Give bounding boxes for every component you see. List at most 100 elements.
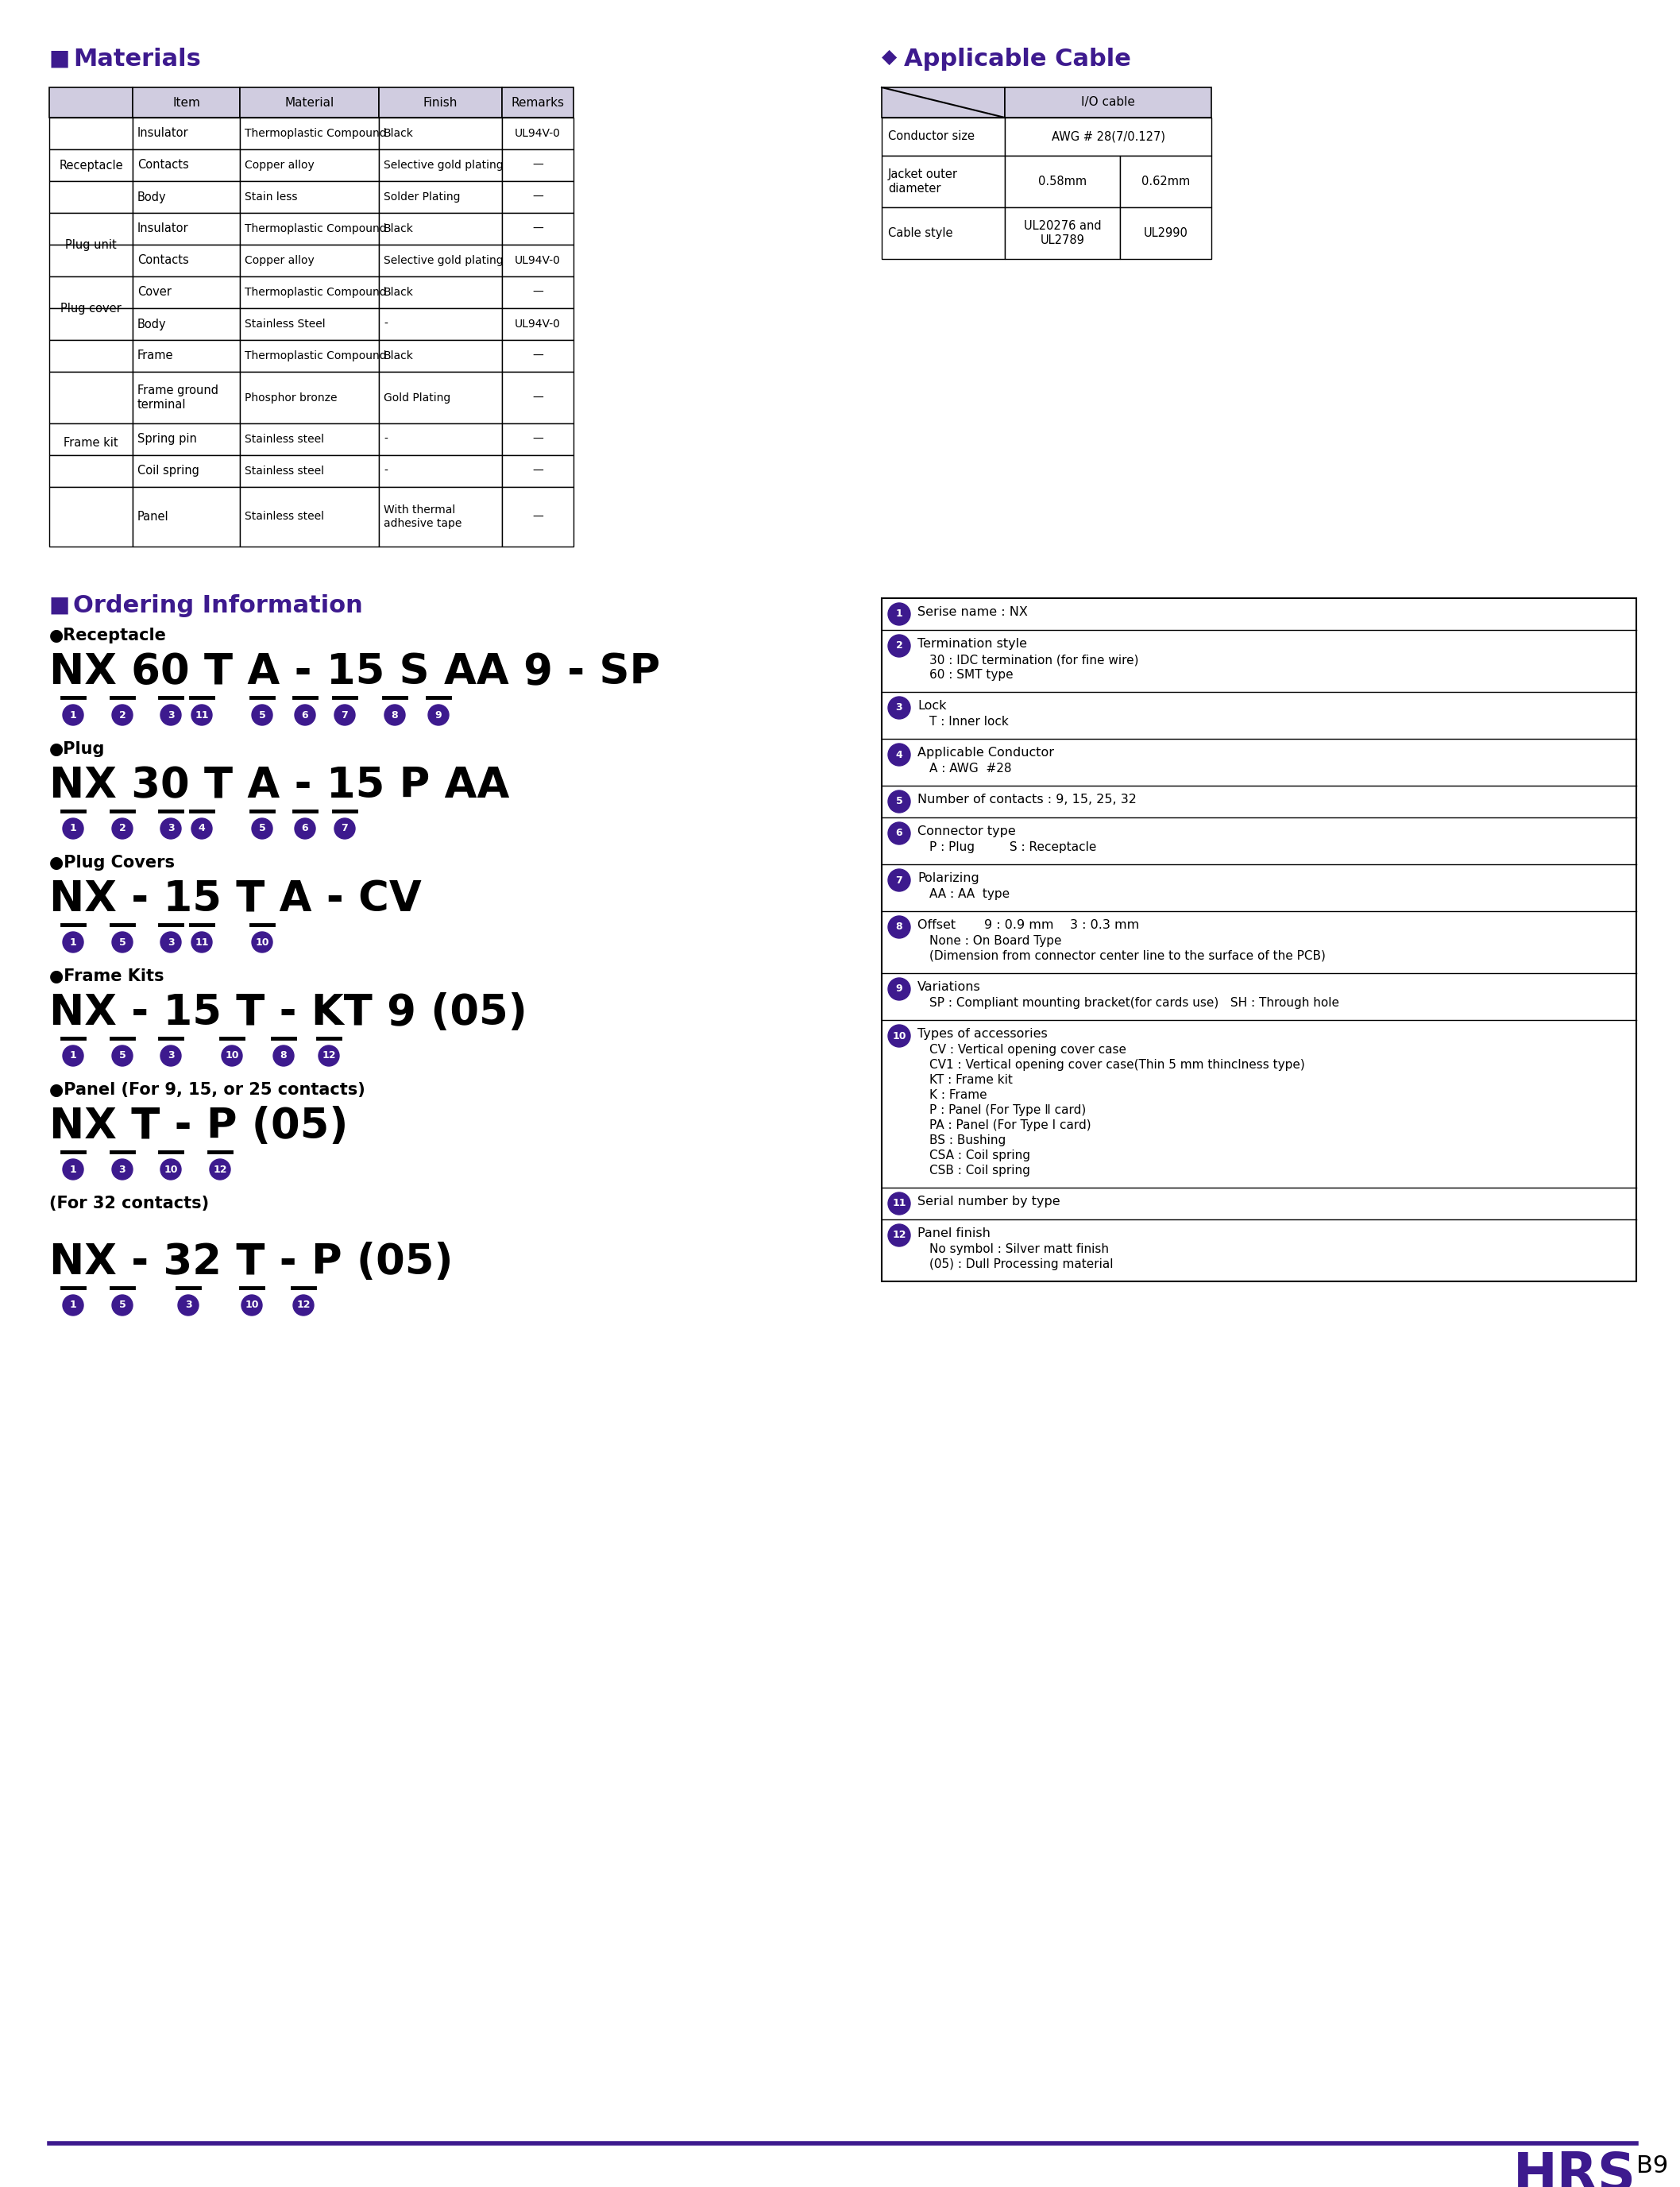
Text: 5: 5 <box>895 796 902 807</box>
Circle shape <box>889 868 911 892</box>
Text: Stainless steel: Stainless steel <box>245 433 324 444</box>
Bar <box>240 424 380 455</box>
Text: Applicable Conductor: Applicable Conductor <box>917 746 1053 759</box>
Bar <box>502 308 573 339</box>
Circle shape <box>428 704 449 726</box>
Circle shape <box>889 822 911 844</box>
Circle shape <box>385 704 405 726</box>
Bar <box>502 182 573 212</box>
Text: UL94V-0: UL94V-0 <box>514 127 561 140</box>
Text: BS : Bushing: BS : Bushing <box>929 1135 1006 1146</box>
Text: 11: 11 <box>892 1198 906 1209</box>
Bar <box>882 118 1005 155</box>
Text: Materials: Materials <box>72 48 202 70</box>
Circle shape <box>294 818 316 840</box>
Text: Body: Body <box>138 317 166 330</box>
Bar <box>49 87 133 118</box>
Bar <box>502 212 573 245</box>
Text: Thermoplastic Compound: Thermoplastic Compound <box>245 350 386 361</box>
Text: -: - <box>383 319 388 330</box>
Bar <box>1121 208 1211 258</box>
Text: With thermal
adhesive tape: With thermal adhesive tape <box>383 505 462 529</box>
Text: 10: 10 <box>255 936 269 947</box>
Text: 12: 12 <box>296 1299 311 1310</box>
Bar <box>133 182 240 212</box>
Text: —: — <box>533 433 543 444</box>
Text: Connector type: Connector type <box>917 824 1016 838</box>
Text: 1: 1 <box>69 711 77 720</box>
Text: Jacket outer
diameter: Jacket outer diameter <box>889 168 958 195</box>
Text: NX 30 T A - 15 P AA: NX 30 T A - 15 P AA <box>49 765 509 807</box>
Text: Number of contacts : 9, 15, 25, 32: Number of contacts : 9, 15, 25, 32 <box>917 794 1137 805</box>
Text: 3: 3 <box>168 711 175 720</box>
Text: 7: 7 <box>895 875 902 886</box>
Text: Thermoplastic Compound: Thermoplastic Compound <box>245 223 386 234</box>
Bar <box>380 488 502 547</box>
Text: 6: 6 <box>302 711 309 720</box>
Text: 1: 1 <box>895 608 902 619</box>
Text: 8: 8 <box>281 1050 287 1061</box>
Text: A : AWG  #28: A : AWG #28 <box>929 763 1011 774</box>
Text: Plug cover: Plug cover <box>60 302 121 315</box>
Text: AWG # 28(7/0.127): AWG # 28(7/0.127) <box>1052 131 1164 142</box>
Text: Variations: Variations <box>917 982 981 993</box>
Text: NX - 15 T - KT 9 (05): NX - 15 T - KT 9 (05) <box>49 993 528 1034</box>
Bar <box>49 339 133 372</box>
Text: ●Panel (For 9, 15, or 25 contacts): ●Panel (For 9, 15, or 25 contacts) <box>49 1083 365 1098</box>
Text: Offset       9 : 0.9 mm    3 : 0.3 mm: Offset 9 : 0.9 mm 3 : 0.3 mm <box>917 919 1139 932</box>
Circle shape <box>334 818 354 840</box>
Text: Selective gold plating: Selective gold plating <box>383 256 504 267</box>
Text: 3: 3 <box>168 822 175 833</box>
Text: —: — <box>533 286 543 297</box>
Text: —: — <box>533 350 543 361</box>
Bar <box>380 455 502 488</box>
Bar <box>1005 118 1211 155</box>
Bar <box>240 372 380 424</box>
Text: None : On Board Type: None : On Board Type <box>929 936 1062 947</box>
Text: Black: Black <box>383 127 413 140</box>
Text: —: — <box>533 160 543 171</box>
Text: 6: 6 <box>895 829 902 838</box>
Text: 9: 9 <box>895 984 902 995</box>
Circle shape <box>113 1295 133 1317</box>
Text: 7: 7 <box>341 822 348 833</box>
Text: NX T - P (05): NX T - P (05) <box>49 1107 348 1148</box>
Text: 1: 1 <box>69 936 77 947</box>
Text: B9: B9 <box>1636 2154 1668 2178</box>
Text: Types of accessories: Types of accessories <box>917 1028 1048 1039</box>
Bar <box>502 149 573 182</box>
Text: ●Plug: ●Plug <box>49 741 106 757</box>
Bar <box>380 118 502 149</box>
Circle shape <box>252 704 272 726</box>
Bar <box>380 276 502 308</box>
Text: ◆: ◆ <box>882 48 897 68</box>
Text: Polarizing: Polarizing <box>917 873 979 884</box>
Text: 30 : IDC termination (for fine wire): 30 : IDC termination (for fine wire) <box>929 654 1139 665</box>
Bar <box>240 87 380 118</box>
Circle shape <box>113 932 133 954</box>
Circle shape <box>889 744 911 765</box>
Bar <box>240 118 380 149</box>
Text: Plug unit: Plug unit <box>66 238 116 252</box>
Text: Frame kit: Frame kit <box>64 437 118 448</box>
Text: 10: 10 <box>245 1299 259 1310</box>
Text: 4: 4 <box>198 822 205 833</box>
Circle shape <box>178 1295 198 1317</box>
Text: (05) : Dull Processing material: (05) : Dull Processing material <box>929 1258 1114 1271</box>
Text: 9: 9 <box>435 711 442 720</box>
Text: 6: 6 <box>302 822 309 833</box>
Circle shape <box>274 1045 294 1065</box>
Text: 8: 8 <box>895 923 902 932</box>
Bar <box>49 118 133 149</box>
Text: ■: ■ <box>49 48 71 70</box>
Text: -: - <box>383 433 388 444</box>
Bar <box>133 455 240 488</box>
Text: 5: 5 <box>119 1050 126 1061</box>
Text: Termination style: Termination style <box>917 639 1026 650</box>
Bar <box>240 488 380 547</box>
Bar <box>882 87 1005 118</box>
Circle shape <box>242 1295 262 1317</box>
Bar <box>133 118 240 149</box>
Text: UL2990: UL2990 <box>1144 227 1188 238</box>
Text: —: — <box>533 192 543 203</box>
